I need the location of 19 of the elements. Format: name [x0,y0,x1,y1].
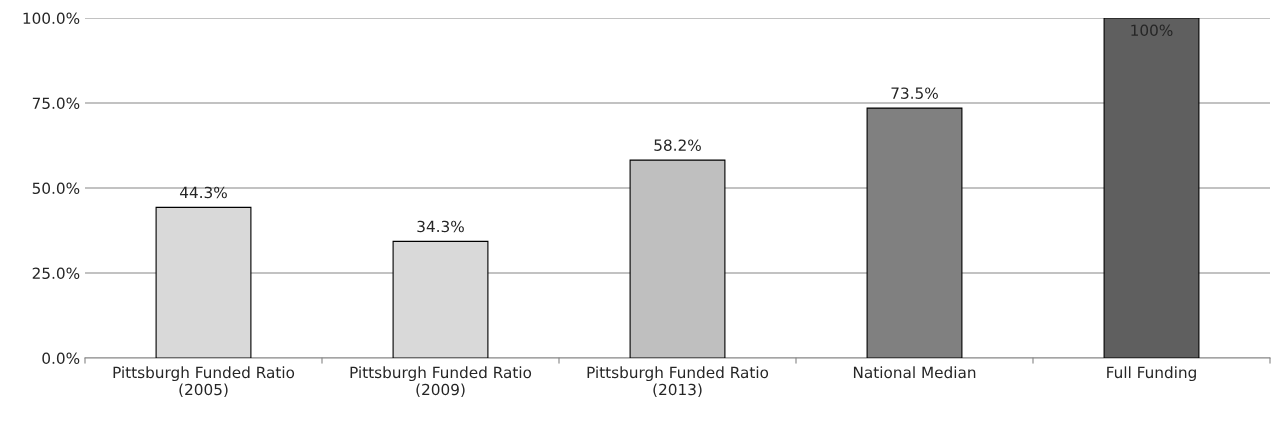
bar [392,240,489,358]
data-label: 34.3% [417,220,464,233]
y-tick-label: 100.0% [23,12,80,25]
data-label: 58.2% [654,139,701,151]
y-tick-label: 75.0% [32,97,80,110]
y-tick-label: 25.0% [32,267,80,280]
x-tick-label: Pittsburgh Funded Ratio (2009) [350,366,532,398]
x-tick-label: National Median [853,366,976,379]
bar [629,159,726,358]
x-tick-label: Pittsburgh Funded Ratio (2005) [113,366,295,398]
data-label: 100% [1131,24,1173,37]
y-tick-label: 0.0% [42,352,80,365]
x-tick-label: Full Funding [1107,366,1196,382]
data-label: 44.3% [179,186,227,199]
bar [155,206,252,358]
x-tick-label: Pittsburgh Funded Ratio (2013) [587,366,769,398]
y-tick-label: 50.0% [32,182,80,195]
data-label: 73.5% [891,87,938,99]
bar [1103,18,1200,358]
